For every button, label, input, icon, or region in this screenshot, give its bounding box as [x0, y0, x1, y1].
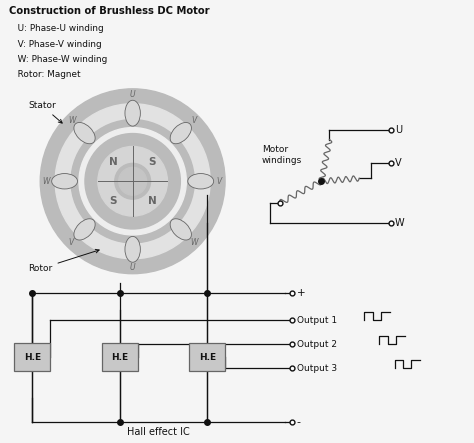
Circle shape	[115, 163, 151, 199]
Text: V: V	[191, 116, 196, 124]
Text: +: +	[297, 288, 305, 298]
Circle shape	[98, 147, 167, 216]
Circle shape	[79, 128, 186, 235]
Text: N: N	[109, 156, 118, 167]
Text: S: S	[148, 156, 156, 167]
Text: V: V	[395, 158, 401, 168]
Text: U: U	[395, 124, 402, 135]
Text: U: U	[130, 90, 136, 99]
Text: Hall effect IC: Hall effect IC	[127, 427, 190, 437]
Text: W: Phase-W winding: W: Phase-W winding	[9, 55, 108, 64]
Text: H.E: H.E	[199, 353, 216, 361]
Circle shape	[85, 133, 181, 229]
Circle shape	[40, 89, 225, 274]
Text: Motor
windings: Motor windings	[262, 145, 302, 166]
Text: N: N	[148, 196, 157, 206]
Text: W: W	[68, 116, 75, 124]
Text: -: -	[297, 417, 301, 427]
Text: V: V	[69, 238, 74, 247]
Circle shape	[71, 120, 194, 243]
Text: S: S	[109, 196, 117, 206]
Text: H.E: H.E	[24, 353, 41, 361]
Text: Rotor: Rotor	[28, 249, 99, 273]
Ellipse shape	[74, 219, 95, 240]
Ellipse shape	[188, 174, 214, 189]
FancyBboxPatch shape	[14, 343, 50, 371]
Text: V: V	[217, 177, 222, 186]
Text: Output 1: Output 1	[297, 316, 337, 325]
Text: V: Phase-V winding: V: Phase-V winding	[9, 39, 102, 49]
Ellipse shape	[52, 174, 78, 189]
Ellipse shape	[125, 100, 140, 126]
Ellipse shape	[170, 122, 191, 144]
Text: Stator: Stator	[28, 101, 62, 123]
Text: Output 3: Output 3	[297, 364, 337, 373]
Ellipse shape	[170, 219, 191, 240]
Text: W: W	[395, 218, 405, 228]
Text: Rotor: Magnet: Rotor: Magnet	[9, 70, 81, 79]
Text: U: U	[130, 263, 136, 272]
Text: U: Phase-U winding: U: Phase-U winding	[9, 24, 104, 33]
Text: W: W	[43, 177, 50, 186]
Ellipse shape	[125, 237, 140, 262]
Circle shape	[55, 104, 210, 259]
Circle shape	[119, 167, 146, 195]
FancyBboxPatch shape	[102, 343, 137, 371]
Text: H.E: H.E	[111, 353, 128, 361]
Text: Construction of Brushless DC Motor: Construction of Brushless DC Motor	[9, 6, 210, 16]
Text: W: W	[190, 238, 198, 247]
Text: Output 2: Output 2	[297, 340, 337, 349]
Ellipse shape	[74, 122, 95, 144]
FancyBboxPatch shape	[189, 343, 225, 371]
